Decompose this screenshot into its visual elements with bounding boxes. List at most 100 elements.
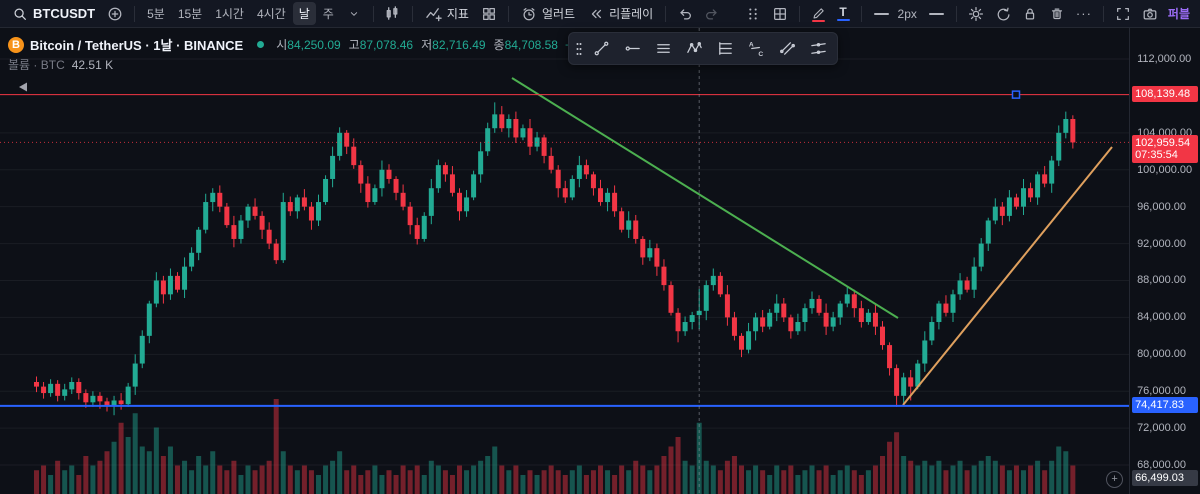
candle-body: [605, 192, 611, 203]
volume-bar: [55, 460, 61, 494]
trend-line-tool-button[interactable]: [587, 36, 616, 61]
interval-5m-button[interactable]: 5분: [147, 7, 165, 21]
left-arrow-marker[interactable]: [19, 82, 27, 92]
publish-button[interactable]: 퍼블: [1167, 7, 1190, 21]
volume-bar: [548, 465, 554, 494]
volume-bar: [48, 475, 54, 494]
ascending-trendline[interactable]: [902, 146, 1113, 406]
volume-bar: [590, 470, 596, 494]
descending-trendline[interactable]: [511, 77, 899, 319]
symbol-title[interactable]: Bitcoin / TetherUS · 1날 · BINANCE: [30, 38, 244, 53]
chevron-down-icon: [350, 11, 357, 16]
countdown-timer: 07:35:54: [1135, 149, 1178, 162]
close-value: 84,708.58: [504, 37, 558, 52]
trend-line-icon: [594, 41, 609, 56]
disjoint-channel-icon: [811, 42, 826, 55]
candle-body: [865, 312, 871, 323]
search-icon: [14, 7, 26, 20]
bar-replay-button[interactable]: [990, 3, 1016, 25]
volume-bar: [1070, 465, 1076, 494]
parallel-lines-tool-button[interactable]: [649, 36, 678, 61]
line-style-button[interactable]: [924, 3, 950, 25]
drag-handle[interactable]: [573, 36, 585, 61]
volume-bar: [710, 465, 716, 494]
plus-circle-icon[interactable]: +: [1106, 471, 1124, 488]
chart-canvas[interactable]: B Bitcoin / TetherUS · 1날 · BINANCE 시 84…: [0, 28, 1130, 494]
remove-drawings-button[interactable]: [1044, 3, 1070, 25]
interval-1d-button[interactable]: 날: [292, 2, 316, 25]
interval-dropdown-button[interactable]: [341, 3, 367, 25]
candle-body: [746, 331, 752, 350]
parallel-channel-tool-button[interactable]: [773, 36, 802, 61]
horizontal-ray-tool-button[interactable]: [618, 36, 647, 61]
candle-body: [880, 326, 885, 346]
indicator-templates-button[interactable]: [476, 3, 502, 25]
candle-body: [118, 400, 124, 405]
volume-bar: [576, 465, 582, 494]
candle-body: [365, 183, 371, 203]
disjoint-channel-tool-button[interactable]: [804, 36, 833, 61]
volume-bar: [880, 456, 885, 494]
volume-bar: [224, 470, 230, 494]
price-axis[interactable]: 112,000.00 104,000.00 100,000.00 96,000.00 9…: [1129, 28, 1200, 494]
volume-bar: [351, 465, 357, 494]
volume-bar: [950, 465, 956, 494]
candle-body: [922, 340, 928, 364]
interval-15m-button[interactable]: 15분: [177, 7, 203, 21]
low-label: 저: [421, 38, 433, 52]
chart-type-button[interactable]: [380, 3, 406, 25]
add-symbol-button[interactable]: [102, 3, 128, 25]
candle-body: [781, 303, 787, 318]
volume-bar: [1063, 451, 1069, 494]
undo-button[interactable]: [672, 3, 698, 25]
text-tool-button[interactable]: T: [832, 5, 855, 22]
axis-tick: 84,000.00: [1137, 311, 1186, 324]
indicators-button[interactable]: 지표: [419, 3, 475, 24]
price-chart-svg[interactable]: [0, 28, 1130, 494]
candle-body: [541, 137, 547, 156]
settings-button[interactable]: [963, 3, 989, 25]
plus-circle-icon: [108, 7, 122, 20]
open-label: 시: [276, 38, 288, 52]
grid-layout-icon: [482, 7, 495, 20]
volume-bar: [69, 465, 75, 494]
line-width-value: 2px: [897, 6, 917, 21]
pencil-color-bar: [811, 20, 825, 22]
interval-1w-button[interactable]: 주: [322, 7, 334, 21]
candle-body: [245, 206, 251, 221]
multichart-layout-icon: [773, 7, 786, 20]
fib-retracement-tool-button[interactable]: [711, 36, 740, 61]
line-width-button[interactable]: 2px: [868, 5, 923, 23]
candle-body: [421, 215, 427, 239]
volume-bar: [605, 470, 611, 494]
trash-icon: [1051, 7, 1062, 19]
candle-body: [97, 395, 103, 402]
selection-anchor[interactable]: [1011, 90, 1021, 99]
interval-1h-button[interactable]: 1시간: [215, 7, 244, 21]
volume-bar: [682, 460, 688, 494]
watchlist-panel-button[interactable]: [740, 3, 766, 25]
drawing-color-button[interactable]: [806, 4, 831, 23]
redo-button[interactable]: [699, 3, 725, 25]
candle-body: [210, 192, 216, 203]
fullscreen-button[interactable]: [1110, 3, 1136, 25]
candle-body: [238, 220, 244, 239]
interval-4h-button[interactable]: 4시간: [256, 7, 286, 21]
candle-body: [534, 137, 540, 147]
candle-body: [851, 294, 857, 309]
volume-bar: [97, 460, 103, 494]
symbol-search-button[interactable]: BTCUSDT: [6, 4, 101, 24]
screenshot-button[interactable]: [1137, 3, 1163, 25]
replay-button[interactable]: 리플레이: [582, 3, 659, 24]
multichart-layout-button[interactable]: [767, 3, 793, 25]
alert-clock-icon: [523, 7, 535, 20]
volume-bar: [111, 441, 117, 494]
more-options-button[interactable]: ···: [1071, 3, 1097, 25]
lock-drawings-button[interactable]: [1017, 3, 1043, 25]
upper-line-price-badge: 108,139.48: [1132, 85, 1199, 102]
volume-bar: [1049, 460, 1055, 494]
pattern-tool-button[interactable]: [680, 36, 709, 61]
svg-text:C: C: [758, 51, 763, 58]
alert-button[interactable]: 얼러트: [515, 3, 581, 24]
